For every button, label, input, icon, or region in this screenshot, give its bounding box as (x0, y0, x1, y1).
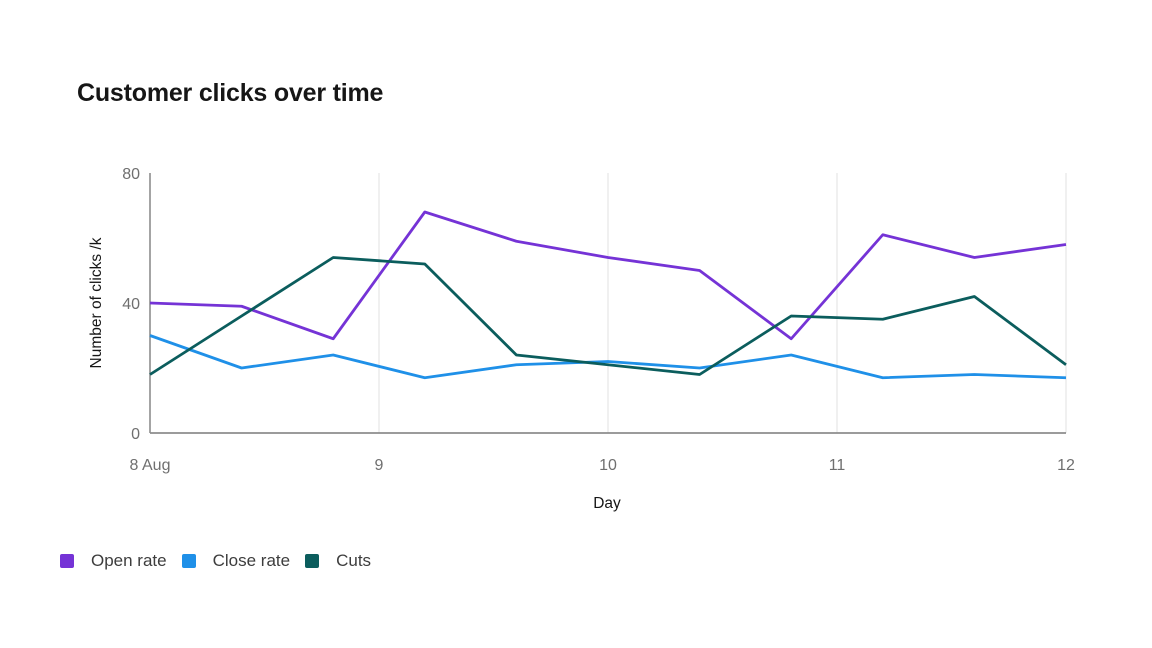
x-tick-label-10: 10 (599, 457, 617, 474)
x-tick-label-9: 9 (375, 457, 384, 474)
series-line-open-rate[interactable] (149, 210, 1067, 341)
y-axis-title: Number of clicks /k (88, 237, 105, 369)
legend-swatch-open-rate (60, 553, 74, 568)
series-line-close-rate[interactable] (149, 334, 1067, 380)
legend-item-cuts[interactable]: Cuts (305, 552, 371, 569)
legend-label-close-rate: Close rate (212, 551, 291, 570)
y-tick-label-0: 0 (131, 426, 140, 443)
x-tick-label-8: 8 Aug (130, 457, 171, 474)
y-tick-label-80: 80 (122, 166, 140, 183)
legend-item-open-rate[interactable]: Open rate (60, 552, 167, 569)
legend-swatch-cuts (305, 553, 320, 568)
series-line-cuts[interactable] (149, 256, 1067, 376)
x-axis-title: Day (593, 495, 621, 512)
legend-item-close-rate[interactable]: Close rate (181, 551, 291, 570)
legend: Open rate Close rate Cuts (60, 552, 371, 569)
legend-label-cuts: Cuts (336, 551, 372, 570)
x-tick-label-11: 11 (829, 457, 846, 474)
chart-title: Customer clicks over time (77, 79, 384, 107)
y-tick-label-40: 40 (122, 296, 140, 313)
x-tick-label-12: 12 (1057, 457, 1075, 474)
legend-swatch-close-rate (181, 553, 196, 568)
legend-label-open-rate: Open rate (91, 551, 167, 570)
